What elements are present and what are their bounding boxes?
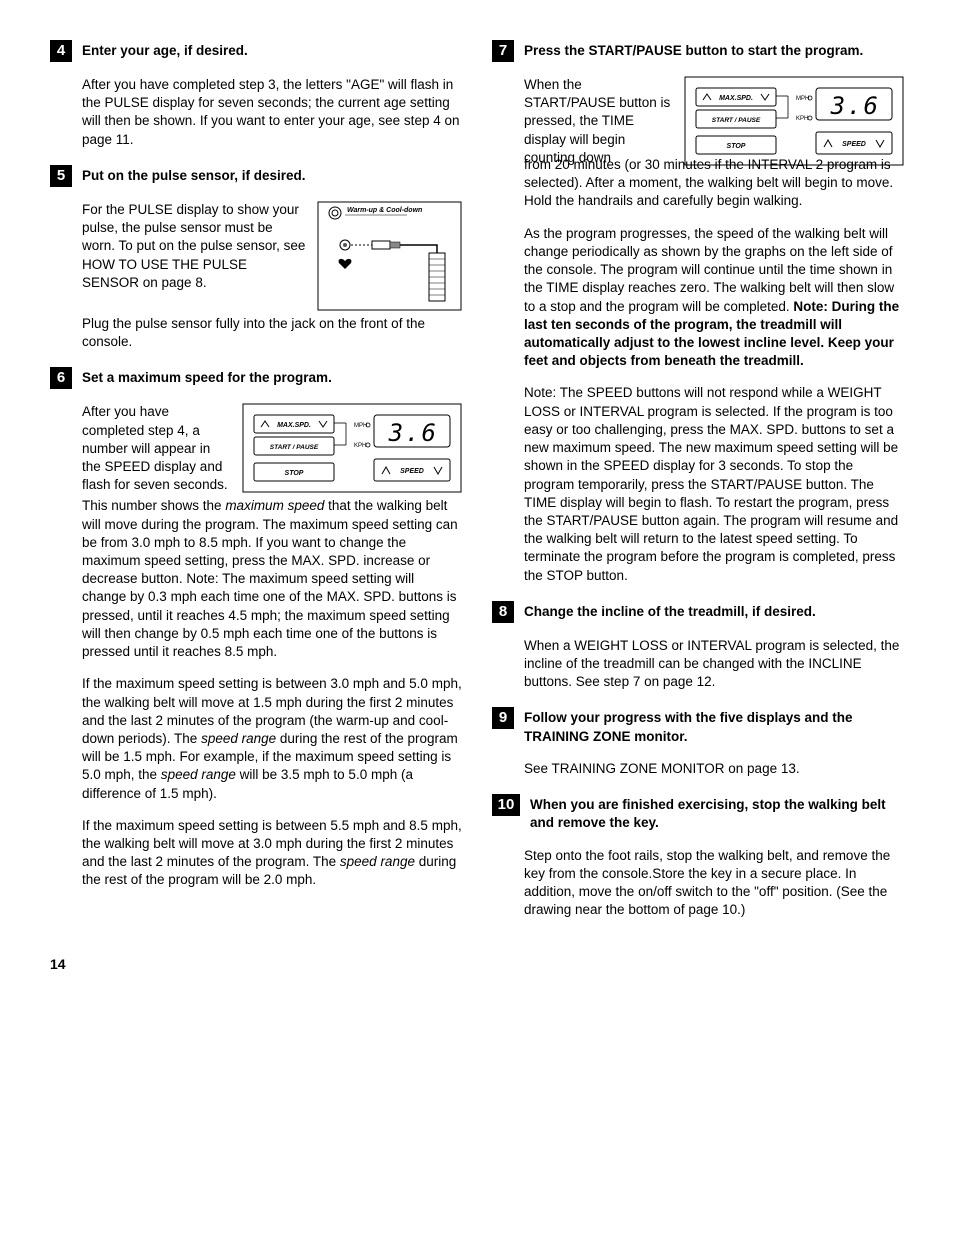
svg-text:KPH: KPH <box>354 443 366 449</box>
step-number-badge: 7 <box>492 40 514 62</box>
paragraph: from 20 minutes (or 30 minutes if the IN… <box>524 156 904 211</box>
step-title: Set a maximum speed for the program. <box>82 369 332 387</box>
left-column: 4 Enter your age, if desired. After you … <box>50 40 462 935</box>
step-title: Enter your age, if desired. <box>82 42 248 60</box>
svg-text:3.6: 3.6 <box>388 419 438 447</box>
step-title: When you are finished exercising, stop t… <box>530 796 904 832</box>
paragraph-part: When the START/PAUSE button is pressed, … <box>524 77 670 165</box>
step-7-body: MAX.SPD. START / PAUSE STOP MPH KPH <box>524 76 904 585</box>
step-number-badge: 6 <box>50 367 72 389</box>
svg-text:KPH: KPH <box>796 116 808 122</box>
svg-text:SPEED: SPEED <box>842 141 866 148</box>
step-10-body: Step onto the foot rails, stop the walki… <box>524 847 904 920</box>
step-title: Press the START/PAUSE button to start th… <box>524 42 863 60</box>
svg-text:MAX.SPD.: MAX.SPD. <box>277 422 311 429</box>
svg-text:MPH: MPH <box>796 96 809 102</box>
step-number-badge: 5 <box>50 165 72 187</box>
step-number-badge: 9 <box>492 707 514 729</box>
svg-text:STOP: STOP <box>727 143 746 150</box>
svg-text:Warm-up & Cool-down: Warm-up & Cool-down <box>347 207 422 214</box>
step-6-header: 6 Set a maximum speed for the program. <box>50 367 462 389</box>
paragraph: This number shows the maximum speed that… <box>82 497 462 661</box>
paragraph: If the maximum speed setting is between … <box>82 817 462 890</box>
paragraph: After you have completed step 3, the let… <box>82 76 462 149</box>
step-9-body: See TRAINING ZONE MONITOR on page 13. <box>524 760 904 778</box>
console-figure: MAX.SPD. START / PAUSE STOP MPH KPH <box>242 403 462 493</box>
svg-text:STOP: STOP <box>285 470 304 477</box>
step-10-header: 10 When you are finished exercising, sto… <box>492 794 904 832</box>
svg-text:START / PAUSE: START / PAUSE <box>712 117 761 124</box>
paragraph: When a WEIGHT LOSS or INTERVAL program i… <box>524 637 904 692</box>
paragraph: Plug the pulse sensor fully into the jac… <box>82 315 462 351</box>
paragraph: If the maximum speed setting is between … <box>82 675 462 803</box>
paragraph: Note: The SPEED buttons will not respond… <box>524 384 904 584</box>
svg-text:3.6: 3.6 <box>830 92 880 120</box>
right-column: 7 Press the START/PAUSE button to start … <box>492 40 904 935</box>
pulse-sensor-figure: Warm-up & Cool-down <box>317 201 462 311</box>
step-8-header: 8 Change the incline of the treadmill, i… <box>492 601 904 623</box>
svg-text:MPH: MPH <box>354 423 367 429</box>
step-4-header: 4 Enter your age, if desired. <box>50 40 462 62</box>
step-number-badge: 8 <box>492 601 514 623</box>
paragraph: As the program progresses, the speed of … <box>524 225 904 371</box>
paragraph: Step onto the foot rails, stop the walki… <box>524 847 904 920</box>
step-5-body: Warm-up & Cool-down <box>82 201 462 351</box>
svg-text:SPEED: SPEED <box>400 468 424 475</box>
step-5-header: 5 Put on the pulse sensor, if desired. <box>50 165 462 187</box>
step-4-body: After you have completed step 3, the let… <box>82 76 462 149</box>
step-title: Follow your progress with the five displ… <box>524 709 904 745</box>
svg-text:MAX.SPD.: MAX.SPD. <box>719 95 753 102</box>
step-title: Change the incline of the treadmill, if … <box>524 603 816 621</box>
console-figure: MAX.SPD. START / PAUSE STOP MPH KPH <box>684 76 904 166</box>
step-title: Put on the pulse sensor, if desired. <box>82 167 306 185</box>
page-number: 14 <box>50 955 904 974</box>
step-number-badge: 4 <box>50 40 72 62</box>
step-6-body: MAX.SPD. START / PAUSE STOP MPH KPH <box>82 403 462 889</box>
step-9-header: 9 Follow your progress with the five dis… <box>492 707 904 745</box>
step-number-badge: 10 <box>492 794 520 816</box>
svg-text:START / PAUSE: START / PAUSE <box>270 444 319 451</box>
step-8-body: When a WEIGHT LOSS or INTERVAL program i… <box>524 637 904 692</box>
step-7-header: 7 Press the START/PAUSE button to start … <box>492 40 904 62</box>
paragraph: See TRAINING ZONE MONITOR on page 13. <box>524 760 904 778</box>
